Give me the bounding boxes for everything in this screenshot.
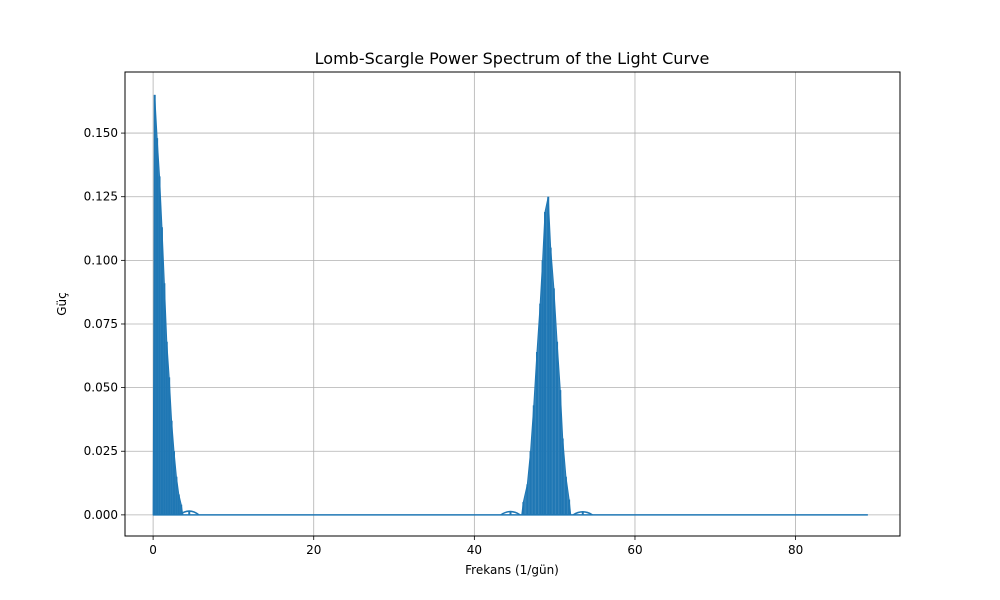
y-tick-label: 0.050 (84, 381, 118, 395)
y-tick-label: 0.125 (84, 190, 118, 204)
data-series (152, 94, 868, 516)
y-tick-label: 0.000 (84, 508, 118, 522)
side-lobe (179, 510, 200, 516)
x-axis-ticks: 0 20 40 60 80 (149, 536, 803, 557)
axes-frame (124, 71, 901, 537)
y-tick-label: 0.075 (84, 317, 118, 331)
x-tick-label: 20 (306, 543, 321, 557)
x-axis-label: Frekans (1/gün) (465, 563, 559, 577)
side-lobe (500, 510, 521, 516)
y-tick-label: 0.025 (84, 444, 118, 458)
y-tick-label: 0.150 (84, 126, 118, 140)
x-tick-label: 0 (149, 543, 157, 557)
side-lobe (572, 511, 593, 516)
x-tick-label: 80 (788, 543, 803, 557)
chart-title: Lomb-Scargle Power Spectrum of the Light… (315, 49, 710, 68)
y-axis-label: Güç (55, 292, 69, 316)
x-tick-label: 40 (467, 543, 482, 557)
y-tick-label: 0.100 (84, 253, 118, 267)
y-axis-ticks: 0.000 0.025 0.050 0.075 0.100 0.125 0.150 (84, 126, 125, 522)
x-tick-label: 60 (627, 543, 642, 557)
